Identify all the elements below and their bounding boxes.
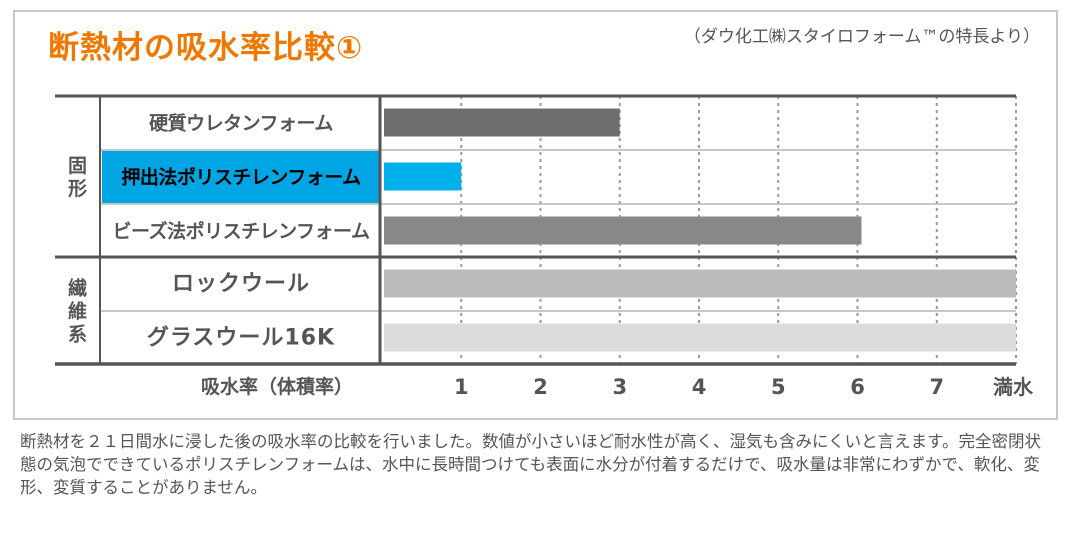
group-label-char: 固 (68, 155, 87, 177)
x-tick-label: 1 (454, 375, 469, 399)
group-label-char: 維 (68, 300, 87, 323)
source-note: （ダウ化工㈱スタイロフォーム™の特長より） (683, 27, 1040, 47)
x-tick-label: 2 (533, 375, 548, 399)
group-label-char: 系 (68, 324, 87, 346)
caption-text: 断熱材を２１日間水に浸した後の吸水率の比較を行いました。数値が小さいほど耐水性が… (20, 432, 1042, 497)
x-tick-label: 6 (850, 375, 865, 399)
x-tick-label: 4 (692, 375, 707, 399)
highlight-cell (102, 151, 379, 203)
category-label: 押出法ポリスチレンフォーム (121, 166, 361, 189)
category-label: グラスウール16K (147, 325, 335, 351)
bar (384, 323, 1016, 352)
group-label-char: 形 (68, 178, 87, 200)
category-label: ロックウール (172, 272, 310, 297)
group-label: 固形 (68, 155, 87, 200)
chart-frame (13, 10, 1058, 420)
bar (384, 162, 462, 191)
x-tick-label: 7 (929, 375, 944, 399)
x-tick-label: 満水 (993, 375, 1034, 399)
bar (384, 269, 1016, 298)
group-label-char: 繊 (68, 277, 87, 300)
x-tick-label: 3 (612, 375, 627, 399)
category-label: 硬質ウレタンフォーム (149, 112, 333, 135)
bar (384, 216, 862, 245)
bar-chart: 硬質ウレタンフォーム押出法ポリスチレンフォームビーズ法ポリスチレンフォームロック… (55, 94, 1034, 399)
x-axis-label: 吸水率（体積率） (201, 375, 353, 398)
bar (384, 108, 620, 137)
chart-title: 断熱材の吸水率比較① (48, 30, 364, 66)
x-tick-label: 5 (771, 375, 786, 399)
group-label: 繊維系 (68, 277, 87, 346)
category-label: ビーズ法ポリスチレンフォーム (113, 220, 370, 243)
